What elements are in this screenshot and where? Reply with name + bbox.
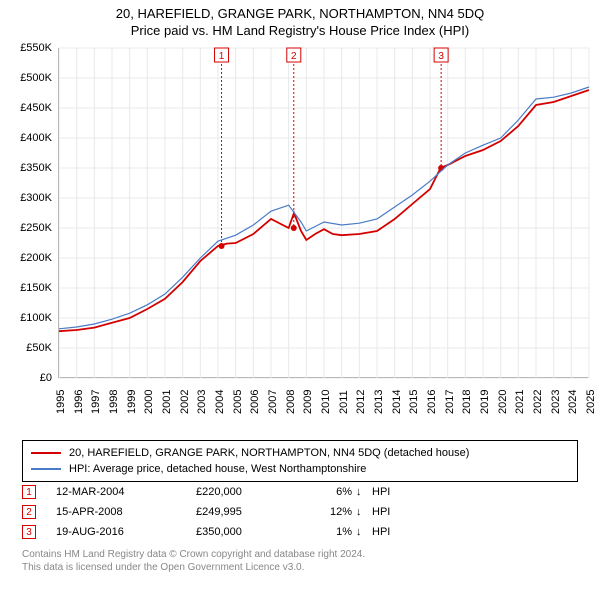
down-arrow-icon: ↓ [356,486,372,498]
sale-hpi-label: HPI [372,526,412,538]
down-arrow-icon: ↓ [356,526,372,538]
sale-marker: 3 [22,525,36,539]
x-tick: 1997 [90,390,102,414]
page-title: 20, HAREFIELD, GRANGE PARK, NORTHAMPTON,… [0,6,600,21]
x-tick: 2012 [355,390,367,414]
x-tick: 2011 [338,390,350,414]
x-tick: 2009 [302,390,314,414]
x-tick: 2015 [408,390,420,414]
y-tick: £450K [8,102,52,114]
y-tick: £200K [8,252,52,264]
sale-price: £350,000 [196,526,306,538]
x-tick: 2004 [214,390,226,414]
table-row: 2 15-APR-2008 £249,995 12% ↓ HPI [22,502,578,522]
x-tick: 2016 [426,390,438,414]
x-tick: 2001 [161,390,173,414]
table-row: 1 12-MAR-2004 £220,000 6% ↓ HPI [22,482,578,502]
sale-date: 15-APR-2008 [56,506,196,518]
y-tick: £50K [8,342,52,354]
x-tick: 1998 [108,390,120,414]
x-tick: 2003 [196,390,208,414]
x-tick: 2023 [550,390,562,414]
sale-pct: 1% [306,526,356,538]
sale-hpi-label: HPI [372,506,412,518]
x-tick: 2010 [320,390,332,414]
x-tick: 2024 [567,390,579,414]
y-tick: £400K [8,132,52,144]
x-tick: 1996 [73,390,85,414]
x-tick: 2000 [143,390,155,414]
x-tick: 2005 [232,390,244,414]
x-tick: 2022 [532,390,544,414]
x-tick: 1995 [55,390,67,414]
x-tick: 2025 [585,390,597,414]
y-tick: £0 [8,372,52,384]
svg-text:3: 3 [438,51,444,62]
x-tick: 2018 [461,390,473,414]
y-tick: £250K [8,222,52,234]
plot-area: 1 2 3 [58,48,588,378]
sale-date: 12-MAR-2004 [56,486,196,498]
legend-swatch [31,468,61,470]
legend-swatch [31,452,61,454]
legend: 20, HAREFIELD, GRANGE PARK, NORTHAMPTON,… [22,440,578,482]
sales-table: 1 12-MAR-2004 £220,000 6% ↓ HPI2 15-APR-… [22,482,578,542]
y-tick: £500K [8,72,52,84]
x-tick: 1999 [126,390,138,414]
legend-label: HPI: Average price, detached house, West… [69,463,366,475]
legend-item: HPI: Average price, detached house, West… [31,461,569,477]
footer-line2: This data is licensed under the Open Gov… [22,561,365,574]
x-tick: 2013 [373,390,385,414]
x-tick: 2007 [267,390,279,414]
y-tick: £150K [8,282,52,294]
table-row: 3 19-AUG-2016 £350,000 1% ↓ HPI [22,522,578,542]
y-tick: £350K [8,162,52,174]
sale-pct: 6% [306,486,356,498]
price-chart: 1 2 3 £0 £50K £100K £150K £200K £250K £300K £350K… [8,48,592,432]
x-tick: 2008 [285,390,297,414]
x-tick: 2017 [444,390,456,414]
legend-label: 20, HAREFIELD, GRANGE PARK, NORTHAMPTON,… [69,447,469,459]
x-tick: 2014 [391,390,403,414]
y-tick: £550K [8,42,52,54]
page-subtitle: Price paid vs. HM Land Registry's House … [0,23,600,38]
y-tick: £300K [8,192,52,204]
x-tick: 2002 [179,390,191,414]
footer-line1: Contains HM Land Registry data © Crown c… [22,548,365,561]
sale-price: £249,995 [196,506,306,518]
svg-text:2: 2 [291,51,297,62]
x-tick: 2006 [249,390,261,414]
sale-hpi-label: HPI [372,486,412,498]
svg-text:1: 1 [219,51,225,62]
sale-price: £220,000 [196,486,306,498]
x-tick: 2020 [497,390,509,414]
sale-marker: 1 [22,485,36,499]
footer-attribution: Contains HM Land Registry data © Crown c… [22,548,365,574]
x-tick: 2019 [479,390,491,414]
sale-marker: 2 [22,505,36,519]
sale-pct: 12% [306,506,356,518]
legend-item: 20, HAREFIELD, GRANGE PARK, NORTHAMPTON,… [31,445,569,461]
x-tick: 2021 [514,390,526,414]
down-arrow-icon: ↓ [356,506,372,518]
y-tick: £100K [8,312,52,324]
sale-date: 19-AUG-2016 [56,526,196,538]
